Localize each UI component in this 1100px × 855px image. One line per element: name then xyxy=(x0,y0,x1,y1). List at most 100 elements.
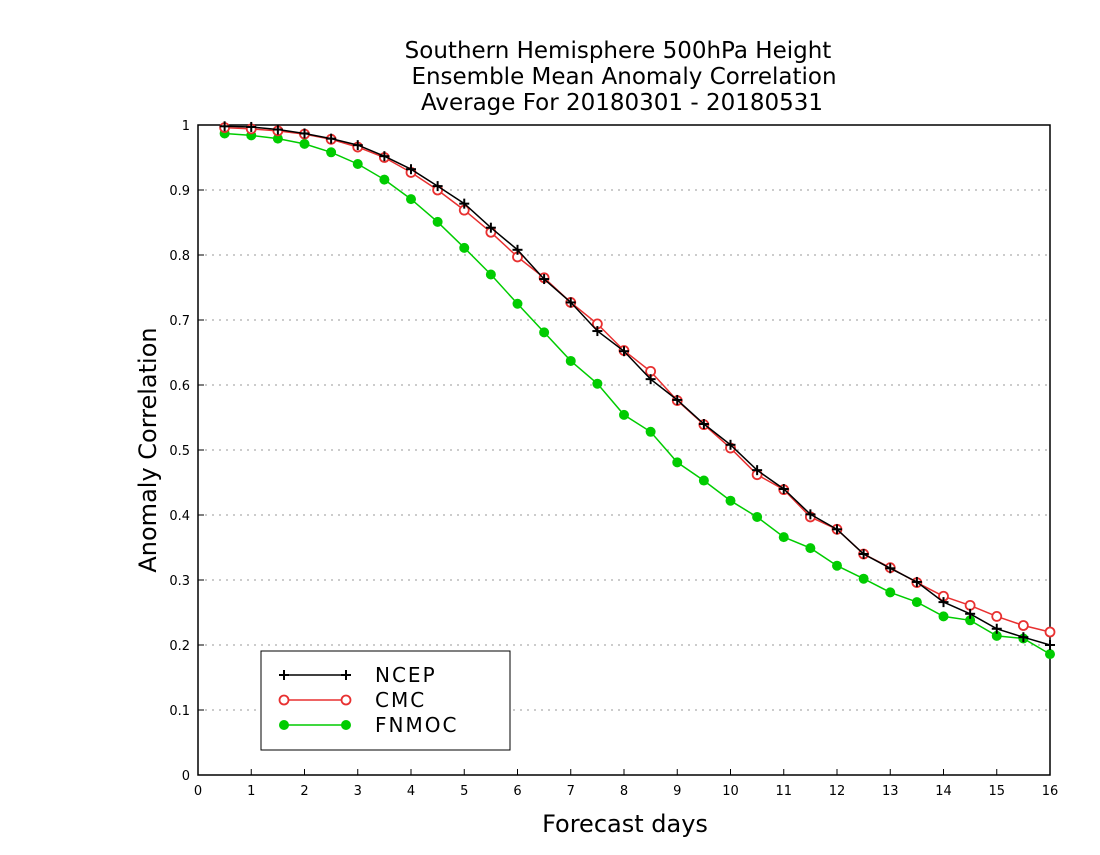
x-tick-label: 6 xyxy=(513,784,521,799)
data-point-fnmoc xyxy=(858,573,869,584)
x-tick-label: 1 xyxy=(247,784,255,799)
data-point-ncep xyxy=(299,128,310,139)
data-point-fnmoc xyxy=(645,426,656,437)
x-tick-label: 16 xyxy=(1042,784,1059,799)
data-point-fnmoc xyxy=(459,242,470,253)
data-point-fnmoc xyxy=(885,587,896,598)
legend-marker xyxy=(278,694,290,706)
data-point-ncep xyxy=(832,524,842,535)
legend-label-ncep: NCEP xyxy=(375,663,437,687)
data-point-ncep xyxy=(1045,640,1055,650)
data-point-ncep xyxy=(725,439,736,450)
data-point-ncep xyxy=(406,164,416,175)
x-tick-label: 13 xyxy=(882,784,899,799)
x-tick-label: 4 xyxy=(407,784,415,799)
y-tick-label: 0.9 xyxy=(169,184,190,199)
data-point-fnmoc xyxy=(965,615,976,626)
legend-marker xyxy=(341,720,351,730)
y-axis-label: Anomaly Correlation xyxy=(134,327,162,572)
data-point-fnmoc xyxy=(512,298,523,309)
data-point-ncep xyxy=(1018,632,1029,643)
data-point-ncep xyxy=(778,484,789,494)
data-point-fnmoc xyxy=(485,269,496,280)
chart-title: Southern Hemisphere 500hPa Height Ensemb… xyxy=(405,38,837,116)
data-point-fnmoc xyxy=(752,511,763,522)
chart-title-line-3: Average For 20180301 - 20180531 xyxy=(421,90,823,116)
data-point-fnmoc xyxy=(725,495,736,506)
data-point-ncep xyxy=(858,549,869,559)
series-ncep xyxy=(219,121,1055,650)
x-tick-label: 3 xyxy=(354,784,362,799)
x-tick-label: 7 xyxy=(567,784,575,799)
data-point-ncep xyxy=(645,374,656,385)
y-tick-label: 0.4 xyxy=(169,509,190,524)
legend-marker xyxy=(341,670,351,680)
data-point-fnmoc xyxy=(352,159,363,169)
legend-item-cmc: CMC xyxy=(278,688,426,712)
y-tick-label: 0.2 xyxy=(169,639,190,654)
data-point-ncep xyxy=(619,346,629,357)
data-point-fnmoc xyxy=(832,560,842,571)
data-point-ncep xyxy=(672,394,683,405)
y-tick-label: 0.7 xyxy=(169,314,190,329)
axis-ticks: 0 1 2 3 4 5 6 7 8 9 10 11 12 13 14 15 1600.10.20.30.40.5… xyxy=(169,119,1058,799)
data-point-fnmoc xyxy=(406,194,416,205)
x-tick-label: 15 xyxy=(988,784,1005,799)
series-cmc xyxy=(219,122,1056,638)
y-tick-label: 0.5 xyxy=(169,444,190,459)
data-point-ncep xyxy=(432,181,443,192)
data-point-cmc xyxy=(1017,620,1029,631)
data-point-fnmoc xyxy=(379,174,390,185)
series xyxy=(219,121,1056,660)
data-point-ncep xyxy=(991,623,1002,634)
y-tick-label: 0.8 xyxy=(169,249,190,264)
data-point-ncep xyxy=(805,509,816,520)
data-point-cmc xyxy=(1044,626,1056,638)
data-point-fnmoc xyxy=(911,597,922,608)
data-point-fnmoc xyxy=(565,355,576,366)
data-point-fnmoc xyxy=(326,147,337,158)
legend-marker xyxy=(340,694,352,706)
data-point-ncep xyxy=(698,419,709,429)
chart-title-line-1: Southern Hemisphere 500hPa Height xyxy=(405,38,832,64)
x-tick-label: 2 xyxy=(300,784,308,799)
x-axis-label: Forecast days xyxy=(542,810,708,838)
series-line-fnmoc xyxy=(224,132,1051,655)
data-point-cmc xyxy=(991,611,1003,622)
data-point-ncep xyxy=(752,465,763,476)
data-point-ncep xyxy=(539,274,550,285)
data-point-ncep xyxy=(272,124,283,135)
x-tick-label: 10 xyxy=(722,784,739,799)
data-point-cmc xyxy=(964,599,976,611)
data-point-ncep xyxy=(885,563,896,574)
y-tick-label: 1 xyxy=(182,119,190,134)
data-point-fnmoc xyxy=(539,327,550,338)
legend-item-fnmoc: FNMOC xyxy=(279,713,456,737)
x-tick-label: 8 xyxy=(620,784,628,799)
x-tick-label: 11 xyxy=(775,784,792,799)
data-point-ncep xyxy=(965,608,976,619)
data-point-ncep xyxy=(246,121,257,132)
legend-label-cmc: CMC xyxy=(375,688,426,712)
legend-marker xyxy=(279,670,289,680)
y-tick-label: 0.6 xyxy=(169,379,190,394)
data-point-ncep xyxy=(938,597,949,608)
data-point-ncep xyxy=(459,198,470,209)
data-point-ncep xyxy=(219,121,230,132)
data-point-ncep xyxy=(352,140,363,151)
legend-item-ncep: NCEP xyxy=(279,663,437,687)
data-point-ncep xyxy=(379,151,390,162)
data-point-fnmoc xyxy=(672,457,683,468)
series-fnmoc xyxy=(219,128,1055,660)
data-point-fnmoc xyxy=(1045,649,1055,660)
series-line-cmc xyxy=(224,126,1051,633)
data-point-fnmoc xyxy=(698,475,709,486)
data-point-ncep xyxy=(485,222,496,233)
x-tick-label: 12 xyxy=(829,784,846,799)
x-tick-label: 14 xyxy=(935,784,952,799)
data-point-ncep xyxy=(512,244,523,255)
data-point-ncep xyxy=(911,576,922,587)
